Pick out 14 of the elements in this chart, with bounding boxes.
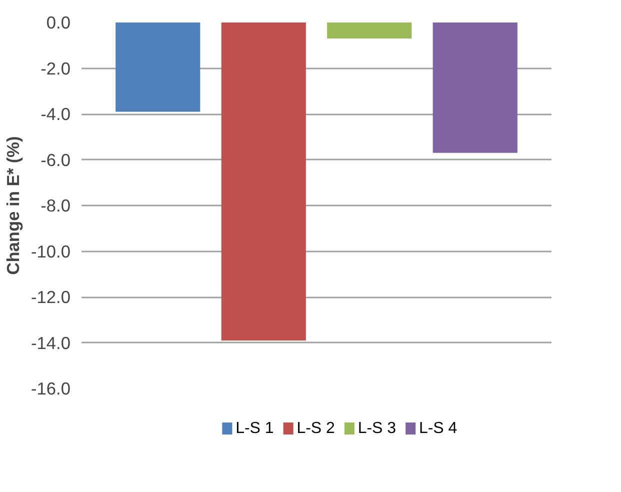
legend-label: L-S 2 [296, 420, 336, 437]
y-tick-label: -10.0 [31, 241, 71, 262]
y-axis-title: Change in E* (%) [3, 136, 24, 275]
y-tick-label: -4.0 [40, 104, 70, 124]
y-tick-label: -12.0 [31, 287, 71, 307]
legend-label: L-S 4 [418, 420, 458, 437]
y-tick-label: -14.0 [31, 332, 71, 353]
y-tick-label: -16.0 [31, 378, 71, 398]
y-tick-label: -2.0 [40, 58, 70, 78]
y-tick-label: 0.0 [46, 12, 71, 32]
y-tick-label: -8.0 [40, 196, 70, 216]
legend-label: L-S 1 [236, 420, 274, 437]
y-tick-label: -6.0 [40, 150, 70, 170]
legend-label: L-S 3 [358, 420, 396, 437]
